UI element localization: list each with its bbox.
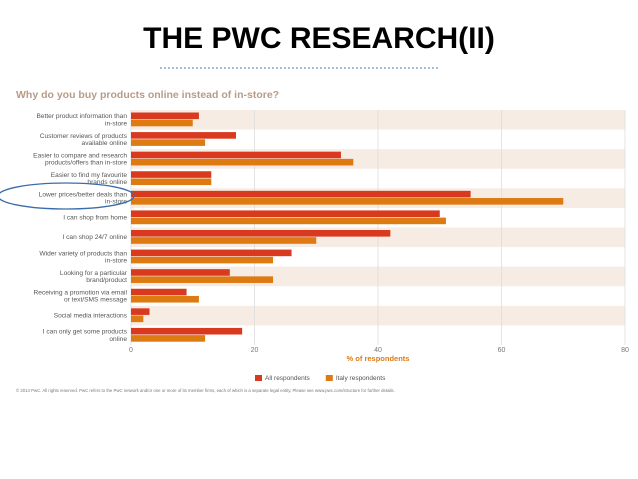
x-tick-label: 0 (129, 347, 133, 354)
y-tick-label: Receiving a promotion via email or text/S… (34, 289, 128, 303)
x-axis-label: % of respondents (347, 354, 410, 363)
bar (131, 132, 236, 139)
bar (131, 158, 354, 166)
bar (131, 249, 292, 257)
bar (131, 217, 446, 225)
y-tick-label: Better product information than in-store (36, 113, 127, 127)
bar (131, 210, 440, 218)
bar (131, 237, 317, 244)
y-tick-label: I can shop 24/7 online (62, 234, 127, 241)
bar (131, 230, 391, 237)
x-tick-label: 60 (498, 347, 506, 354)
y-tick-label: I can shop from home (63, 214, 127, 221)
y-tick-label: Lower prices/better deals than in-store (39, 191, 128, 205)
footnote: © 2014 PwC. All rights reserved. PwC ref… (16, 388, 395, 393)
y-tick-label: Easier to compare and research products/o… (33, 152, 127, 166)
y-tick-label: Customer reviews of products available on… (40, 133, 128, 147)
bar (131, 112, 199, 120)
y-tick-label: Wider variety of products than in-store (39, 250, 127, 264)
bar (131, 119, 193, 127)
slide-title: THE PWC RESEARCH(II) (143, 22, 495, 55)
bar (131, 269, 230, 276)
y-tick-label: Looking for a particular brand/product (60, 270, 128, 284)
bar (131, 315, 144, 323)
highlight-ellipse (0, 182, 135, 210)
legend-label: Italy respondents (336, 375, 386, 382)
bar (131, 190, 471, 198)
x-tick-label: 20 (251, 347, 259, 354)
chart-title: Why do you buy products online instead o… (16, 89, 279, 101)
y-tick-label: Social media interactions (54, 312, 128, 319)
bar (131, 256, 274, 264)
plot: 0 20 40 60 80 Better product information than… (33, 110, 629, 382)
legend-swatch (255, 375, 262, 381)
bar (131, 139, 206, 146)
x-tick-label: 80 (621, 347, 629, 354)
legend-label: All respondents (265, 375, 311, 382)
bar (131, 198, 564, 205)
bar (131, 151, 341, 159)
y-tick-label: I can only get some products online (43, 328, 128, 342)
y-tick-label: Easier to find my favourite brands online (51, 172, 128, 186)
bar (131, 178, 212, 186)
bar (131, 171, 212, 178)
bar (131, 327, 243, 335)
bar (131, 335, 206, 342)
x-tick-label: 40 (374, 347, 382, 354)
bar (131, 276, 274, 283)
bar (131, 295, 199, 303)
legend-swatch (325, 375, 333, 381)
bar (131, 308, 150, 315)
bar (131, 288, 187, 296)
